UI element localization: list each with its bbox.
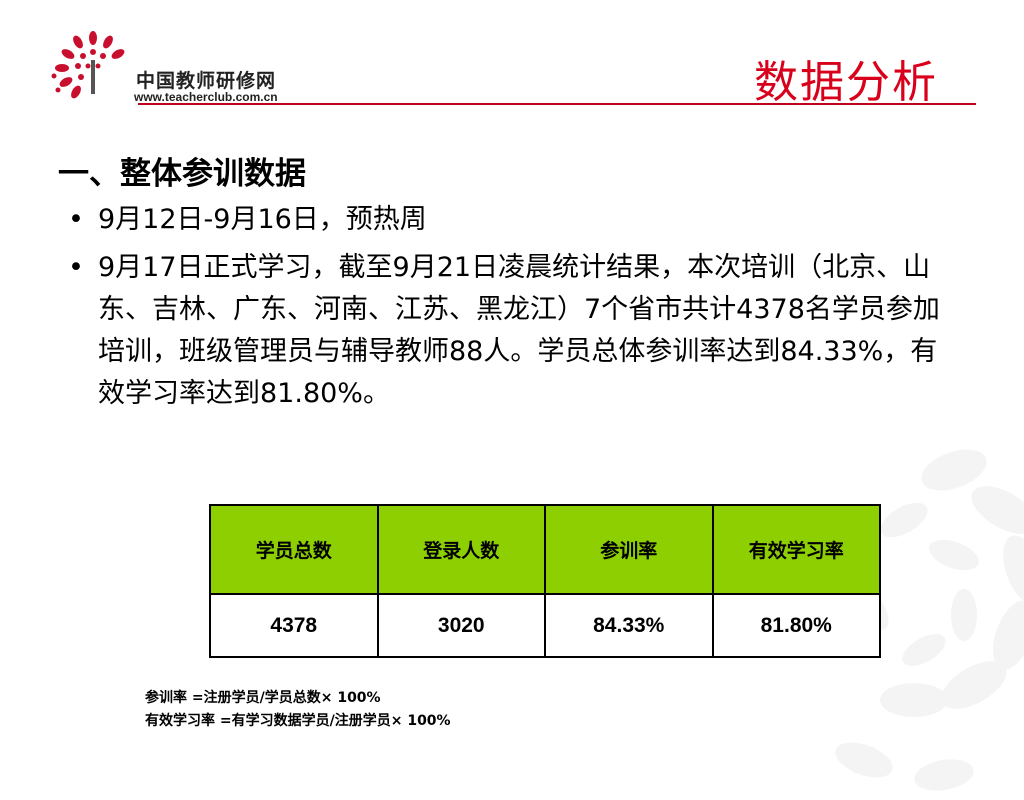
bullet-list: • 9月12日-9月16日，预热周 • 9月17日正式学习，截至9月21日凌晨统… (64, 199, 944, 415)
bullet-text: 9月12日-9月16日，预热周 (98, 204, 427, 235)
title-divider (138, 103, 976, 105)
bullet-item: • 9月17日正式学习，截至9月21日凌晨统计结果，本次培训（北京、山东、吉林、… (64, 247, 944, 415)
table-header-row: 学员总数 登录人数 参训率 有效学习率 (209, 504, 881, 595)
training-stats-table: 学员总数 登录人数 参训率 有效学习率 4378 3020 84.33% 81.… (209, 504, 881, 658)
cell-effective-rate: 81.80% (711, 593, 881, 658)
section-heading: 一、整体参训数据 (58, 156, 306, 192)
logo-url: www.teacherclub.com.cn (134, 90, 278, 104)
flower-logo-icon (51, 31, 125, 99)
bullet-dot-icon: • (68, 252, 84, 283)
teacherclub-logo: 中国教师研修网 www.teacherclub.com.cn (48, 30, 308, 110)
page-title: 数据分析 (754, 57, 938, 108)
bullet-text: 9月17日正式学习，截至9月21日凌晨统计结果，本次培训（北京、山东、吉林、广东… (98, 252, 940, 409)
formula-effective-rate: 有效学习率 =有学习数据学员/注册学员× 100% (145, 713, 451, 729)
header-cell-logins: 登录人数 (376, 504, 546, 595)
formula-notes: 参训率 =注册学员/学员总数× 100% 有效学习率 =有学习数据学员/注册学员… (145, 687, 451, 733)
cell-logins: 3020 (376, 593, 546, 658)
logo-text-cn: 中国教师研修网 (136, 70, 277, 92)
bullet-dot-icon: • (68, 204, 84, 235)
bullet-item: • 9月12日-9月16日，预热周 (64, 199, 944, 241)
table-row: 4378 3020 84.33% 81.80% (209, 593, 881, 658)
header-cell-total-students: 学员总数 (209, 504, 379, 595)
header-cell-effective-rate: 有效学习率 (711, 504, 881, 595)
cell-total-students: 4378 (209, 593, 379, 658)
cell-participation-rate: 84.33% (544, 593, 714, 658)
formula-participation-rate: 参训率 =注册学员/学员总数× 100% (145, 690, 381, 706)
header-cell-participation-rate: 参训率 (544, 504, 714, 595)
